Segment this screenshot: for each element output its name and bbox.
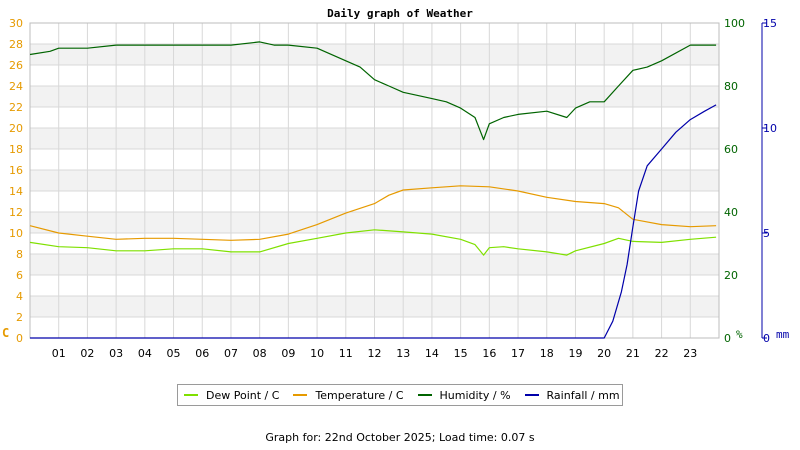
left-tick-label: 2	[16, 311, 23, 324]
rain-tick-label: 10	[763, 122, 777, 135]
humidity-tick-label: 40	[724, 206, 738, 219]
x-tick-label: 20	[597, 347, 611, 360]
left-tick-label: 30	[9, 17, 23, 30]
humidity-tick-label: 20	[724, 269, 738, 282]
left-tick-label: 20	[9, 122, 23, 135]
x-tick-label: 06	[195, 347, 209, 360]
legend: Dew Point / C Temperature / C Humidity /…	[177, 384, 623, 406]
legend-swatch-temperature	[293, 394, 308, 396]
footer-info: Graph for: 22nd October 2025; Load time:…	[0, 431, 800, 444]
legend-label-dew-point: Dew Point / C	[206, 388, 280, 402]
left-tick-label: 14	[9, 185, 23, 198]
left-tick-label: 0	[16, 332, 23, 345]
x-tick-label: 19	[568, 347, 582, 360]
left-tick-label: 10	[9, 227, 23, 240]
series-lines	[29, 41, 717, 339]
x-tick-label: 14	[425, 347, 439, 360]
left-tick-label: 22	[9, 101, 23, 114]
left-tick-label: 24	[9, 80, 23, 93]
rain-axis-unit: mm	[776, 328, 790, 341]
footer-separator: ;	[431, 431, 436, 444]
x-tick-label: 13	[396, 347, 410, 360]
rain-tick-label: 15	[763, 17, 777, 30]
x-tick-label: 10	[310, 347, 324, 360]
rain-tick-label: 5	[763, 227, 770, 240]
left-tick-label: 28	[9, 38, 23, 51]
x-tick-label: 16	[482, 347, 496, 360]
x-tick-label: 09	[281, 347, 295, 360]
legend-item-temperature: Temperature / C	[293, 388, 404, 402]
left-tick-label: 18	[9, 143, 23, 156]
left-tick-label: 12	[9, 206, 23, 219]
legend-swatch-dew-point	[184, 394, 198, 396]
series-line-dew-point	[29, 229, 717, 256]
x-tick-label: 01	[52, 347, 66, 360]
legend-label-humidity: Humidity / %	[439, 388, 511, 402]
left-tick-label: 26	[9, 59, 23, 72]
x-tick-label: 18	[540, 347, 554, 360]
humidity-tick-label: 0	[724, 332, 731, 345]
humidity-tick-label: 60	[724, 143, 738, 156]
chart-title: Daily graph of Weather	[327, 7, 473, 20]
x-tick-label: 11	[339, 347, 353, 360]
rain-axis-ticks: 0 5 10 15	[762, 17, 777, 345]
footer-graph-label: Graph for:	[265, 431, 322, 444]
left-tick-label: 6	[16, 269, 23, 282]
left-tick-label: 4	[16, 290, 23, 303]
series-line-rainfall	[30, 104, 717, 339]
humidity-tick-label: 100	[724, 17, 745, 30]
x-tick-label: 02	[80, 347, 94, 360]
series-line-humidity	[29, 41, 717, 141]
series-line-temperature	[29, 185, 717, 241]
footer-date: 22nd October 2025	[324, 431, 432, 444]
x-tick-label: 12	[368, 347, 382, 360]
x-tick-label: 07	[224, 347, 238, 360]
legend-swatch-humidity	[417, 394, 432, 396]
legend-item-humidity: Humidity / %	[417, 388, 511, 402]
x-tick-label: 08	[253, 347, 267, 360]
humidity-tick-label: 80	[724, 80, 738, 93]
x-tick-label: 04	[138, 347, 152, 360]
x-tick-label: 03	[109, 347, 123, 360]
legend-label-rainfall: Rainfall / mm	[546, 388, 620, 402]
x-axis-ticks: 01 02 03 04 05 06 07 08 09 10 11 12 13 14 15 16 17 18 19 20…	[52, 347, 698, 360]
x-tick-label: 17	[511, 347, 525, 360]
x-tick-label: 15	[454, 347, 468, 360]
legend-swatch-rainfall	[524, 394, 539, 396]
x-tick-label: 22	[655, 347, 669, 360]
x-tick-label: 05	[167, 347, 181, 360]
legend-item-rainfall: Rainfall / mm	[524, 388, 620, 402]
left-tick-label: 16	[9, 164, 23, 177]
left-axis-unit: C	[2, 326, 9, 340]
left-tick-label: 8	[16, 248, 23, 261]
rain-tick-label: 0	[763, 332, 770, 345]
legend-item-dew-point: Dew Point / C	[184, 389, 279, 402]
legend-label-temperature: Temperature / C	[315, 388, 404, 402]
footer-load-label: Load time:	[438, 431, 498, 444]
humidity-axis-ticks: 0 20 40 60 80 100	[724, 17, 745, 345]
x-tick-label: 21	[626, 347, 640, 360]
footer-load-time: 0.07 s	[500, 431, 535, 444]
humidity-axis-unit: %	[736, 328, 743, 341]
x-tick-label: 23	[683, 347, 697, 360]
